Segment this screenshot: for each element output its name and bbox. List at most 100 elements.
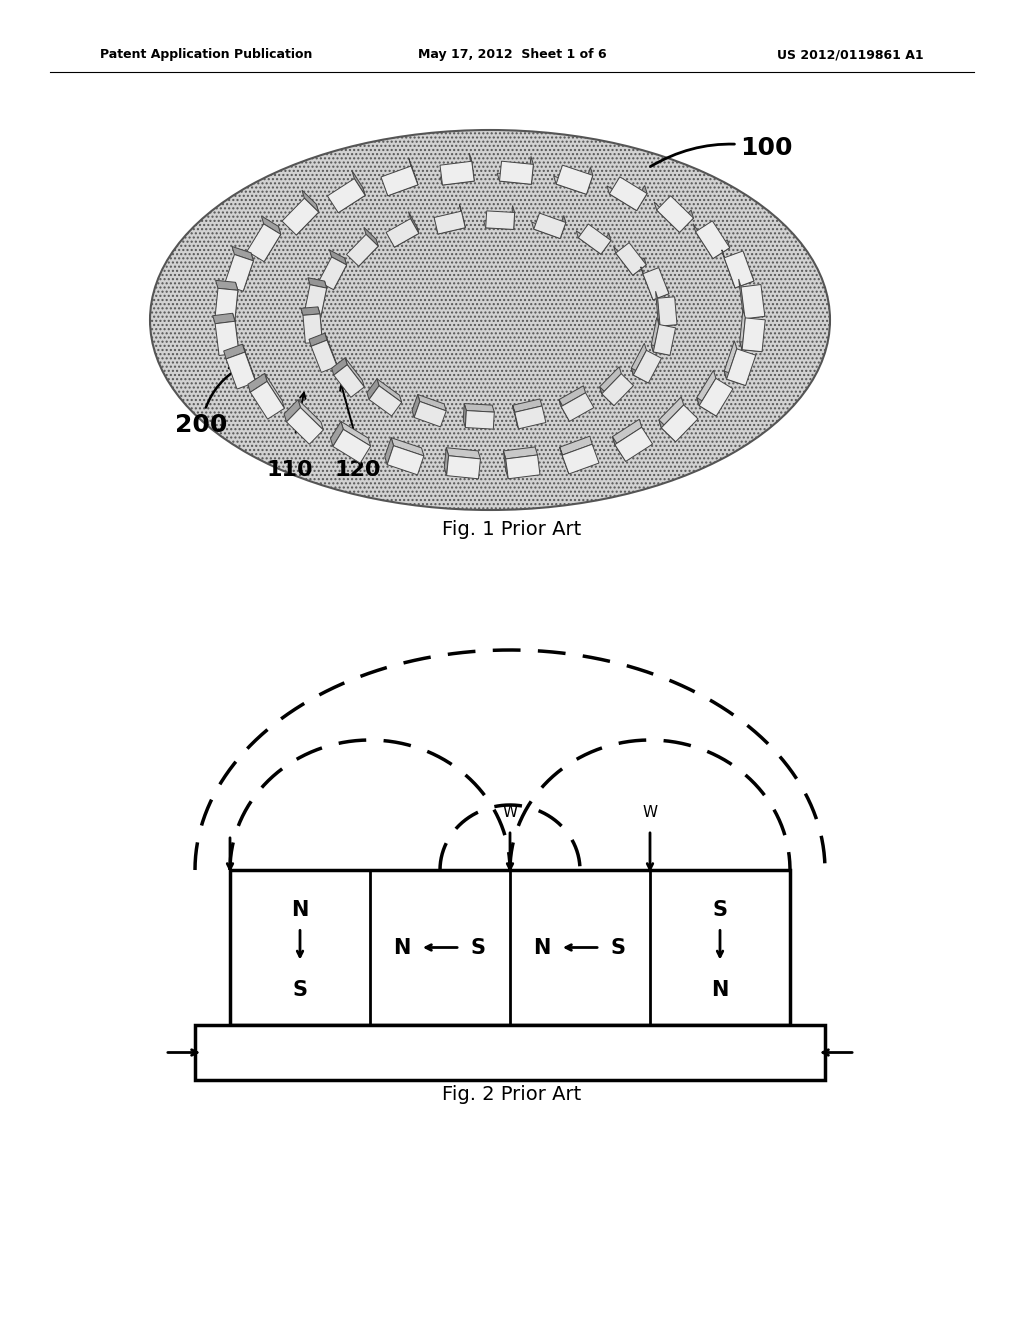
Polygon shape [385,438,393,465]
Polygon shape [223,345,245,359]
Polygon shape [602,374,634,405]
Polygon shape [612,437,626,462]
Polygon shape [634,186,647,211]
Polygon shape [341,421,371,446]
Polygon shape [742,309,765,318]
Polygon shape [352,170,366,195]
Polygon shape [662,405,698,442]
Text: N: N [534,937,551,957]
Text: 110: 110 [266,459,313,480]
Text: 200: 200 [175,368,240,437]
Polygon shape [643,268,669,300]
Polygon shape [529,156,534,185]
Polygon shape [600,387,614,405]
Polygon shape [607,186,637,211]
Bar [195,1026,825,1080]
Polygon shape [724,371,745,385]
Text: N: N [393,937,411,957]
Text: S: S [470,937,485,957]
Polygon shape [303,314,323,343]
Polygon shape [215,288,238,322]
Polygon shape [367,379,379,400]
Polygon shape [609,177,647,211]
Polygon shape [485,211,515,230]
Polygon shape [615,243,646,275]
Text: 120: 120 [335,459,381,480]
Polygon shape [308,277,327,288]
Polygon shape [309,333,327,346]
Polygon shape [724,251,754,288]
Polygon shape [631,368,648,383]
Polygon shape [613,246,633,275]
Polygon shape [387,446,424,475]
Bar [230,870,790,1026]
Polygon shape [414,401,446,426]
Polygon shape [262,226,281,261]
Polygon shape [319,281,327,315]
Polygon shape [381,166,418,195]
Polygon shape [656,195,693,232]
Polygon shape [497,173,531,185]
Polygon shape [334,364,365,397]
Polygon shape [677,210,693,232]
Polygon shape [284,400,300,422]
Polygon shape [247,224,281,261]
Polygon shape [741,285,765,318]
Polygon shape [215,321,239,355]
Polygon shape [634,350,662,383]
Text: Patent Application Publication: Patent Application Publication [100,48,312,61]
Polygon shape [463,404,466,428]
Polygon shape [465,411,495,429]
Polygon shape [446,447,480,459]
Polygon shape [356,239,378,267]
Polygon shape [409,158,418,185]
Polygon shape [506,455,540,479]
Polygon shape [733,273,754,288]
Polygon shape [504,451,508,479]
Polygon shape [331,421,343,446]
Polygon shape [434,211,465,234]
Polygon shape [224,255,253,292]
Polygon shape [418,395,446,411]
Text: W: W [503,805,517,820]
Polygon shape [282,198,318,235]
Polygon shape [556,165,593,194]
Text: S: S [713,899,727,920]
Polygon shape [657,297,677,326]
Polygon shape [562,445,599,474]
Ellipse shape [150,129,830,510]
Polygon shape [693,223,713,259]
Polygon shape [742,318,765,351]
Text: Fig. 1 Prior Art: Fig. 1 Prior Art [442,520,582,539]
Text: US 2012/0119861 A1: US 2012/0119861 A1 [777,48,924,61]
Polygon shape [722,249,735,288]
Polygon shape [250,381,285,420]
Polygon shape [317,306,323,342]
Polygon shape [346,235,378,267]
Text: 100: 100 [650,136,793,166]
Polygon shape [599,234,611,255]
Polygon shape [738,279,745,318]
Polygon shape [651,345,670,355]
Polygon shape [213,313,234,323]
Polygon shape [412,395,420,417]
Polygon shape [264,374,285,408]
Text: May 17, 2012  Sheet 1 of 6: May 17, 2012 Sheet 1 of 6 [418,48,606,61]
Polygon shape [699,379,733,416]
Polygon shape [727,348,756,385]
Polygon shape [558,215,566,239]
Polygon shape [464,404,495,412]
Polygon shape [330,249,347,265]
Polygon shape [531,222,560,239]
Polygon shape [325,333,337,366]
Polygon shape [409,211,419,234]
Polygon shape [311,341,337,372]
Polygon shape [232,313,239,352]
Polygon shape [392,227,419,247]
Polygon shape [328,178,366,213]
Polygon shape [364,227,378,247]
Polygon shape [248,374,267,392]
Polygon shape [577,231,601,255]
Polygon shape [658,397,684,428]
Polygon shape [654,202,680,232]
